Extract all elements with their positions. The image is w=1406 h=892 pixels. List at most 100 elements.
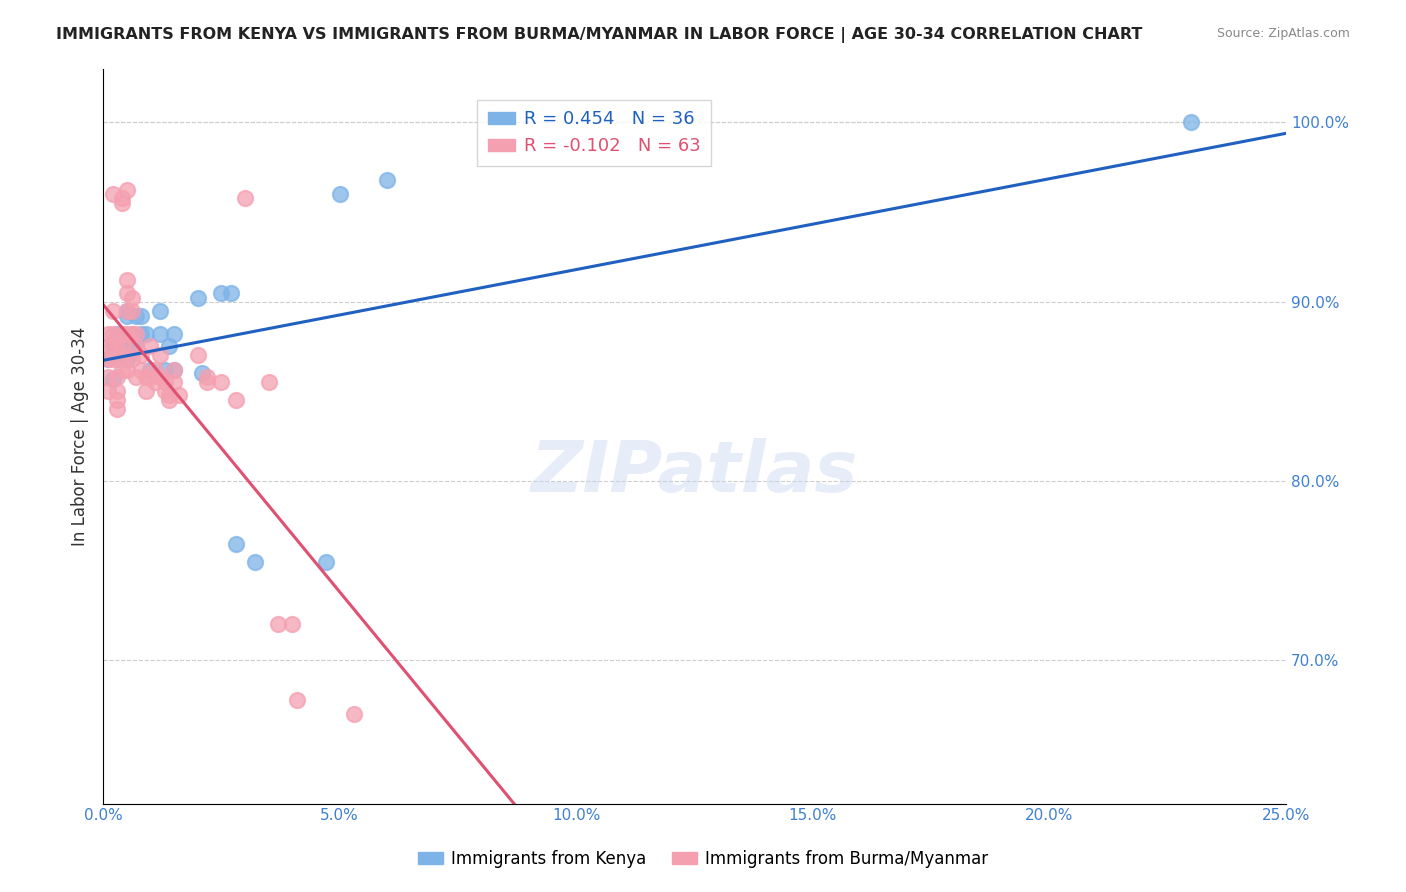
Point [97, 339, 120, 353]
Point [105, 351, 128, 366]
Point [101, 339, 124, 353]
Point [125, 326, 148, 341]
Point [111, 339, 134, 353]
Point [135, 384, 157, 399]
Point [329, 187, 352, 202]
Point [135, 326, 157, 341]
Point [125, 339, 148, 353]
Point [101, 303, 124, 318]
Point [111, 196, 134, 211]
Point [225, 536, 247, 550]
Point [105, 370, 128, 384]
Point [149, 348, 172, 362]
Point [225, 393, 247, 408]
Legend: Immigrants from Kenya, Immigrants from Burma/Myanmar: Immigrants from Kenya, Immigrants from B… [412, 844, 994, 875]
Point [115, 362, 138, 376]
Point [97, 326, 120, 341]
Point [257, 376, 280, 390]
Point [153, 362, 176, 376]
Point [121, 326, 143, 341]
Point [285, 692, 308, 706]
Point [105, 326, 128, 341]
Point [281, 617, 304, 632]
Point [121, 351, 143, 366]
Point [139, 362, 162, 376]
Point [129, 326, 152, 341]
Point [157, 339, 180, 353]
Point [135, 370, 157, 384]
Point [163, 326, 186, 341]
Point [143, 376, 166, 390]
Point [187, 291, 209, 305]
Point [121, 326, 143, 341]
Point [157, 388, 180, 402]
Point [97, 351, 120, 366]
Point [153, 384, 176, 399]
Point [115, 326, 138, 341]
Point [105, 351, 128, 366]
Point [115, 285, 138, 300]
Point [243, 555, 266, 569]
Point [105, 393, 128, 408]
Point [111, 339, 134, 353]
Point [121, 291, 143, 305]
Point [209, 285, 232, 300]
Text: ZIPatlas: ZIPatlas [531, 438, 858, 508]
Point [187, 348, 209, 362]
Point [101, 187, 124, 202]
Point [219, 285, 242, 300]
Point [191, 367, 214, 381]
Text: IMMIGRANTS FROM KENYA VS IMMIGRANTS FROM BURMA/MYANMAR IN LABOR FORCE | AGE 30-3: IMMIGRANTS FROM KENYA VS IMMIGRANTS FROM… [56, 27, 1143, 43]
Point [143, 362, 166, 376]
Point [105, 402, 128, 417]
Point [209, 376, 232, 390]
Point [97, 351, 120, 366]
Point [129, 309, 152, 323]
Point [343, 706, 366, 721]
Point [1180, 115, 1202, 129]
Y-axis label: In Labor Force | Age 30-34: In Labor Force | Age 30-34 [72, 326, 89, 546]
Point [105, 384, 128, 399]
Point [115, 273, 138, 287]
Point [125, 339, 148, 353]
Point [195, 370, 218, 384]
Point [149, 303, 172, 318]
Point [139, 370, 162, 384]
Point [111, 362, 134, 376]
Point [97, 370, 120, 384]
Point [125, 309, 148, 323]
Point [115, 348, 138, 362]
Point [167, 388, 190, 402]
Point [115, 303, 138, 318]
Point [105, 339, 128, 353]
Point [105, 339, 128, 353]
Point [233, 191, 256, 205]
Point [115, 183, 138, 197]
Point [163, 362, 186, 376]
Point [149, 370, 172, 384]
Point [111, 326, 134, 341]
Point [195, 376, 218, 390]
Text: Source: ZipAtlas.com: Source: ZipAtlas.com [1216, 27, 1350, 40]
Point [149, 326, 172, 341]
Point [111, 326, 134, 341]
Point [115, 309, 138, 323]
Point [315, 555, 337, 569]
Point [157, 393, 180, 408]
Point [115, 351, 138, 366]
Point [101, 326, 124, 341]
Point [121, 303, 143, 318]
Point [129, 348, 152, 362]
Point [153, 376, 176, 390]
Legend: R = 0.454   N = 36, R = -0.102   N = 63: R = 0.454 N = 36, R = -0.102 N = 63 [477, 100, 711, 166]
Point [375, 172, 398, 186]
Point [115, 303, 138, 318]
Point [97, 384, 120, 399]
Point [121, 339, 143, 353]
Point [125, 370, 148, 384]
Point [101, 351, 124, 366]
Point [115, 339, 138, 353]
Point [267, 617, 290, 632]
Point [163, 376, 186, 390]
Point [101, 372, 124, 386]
